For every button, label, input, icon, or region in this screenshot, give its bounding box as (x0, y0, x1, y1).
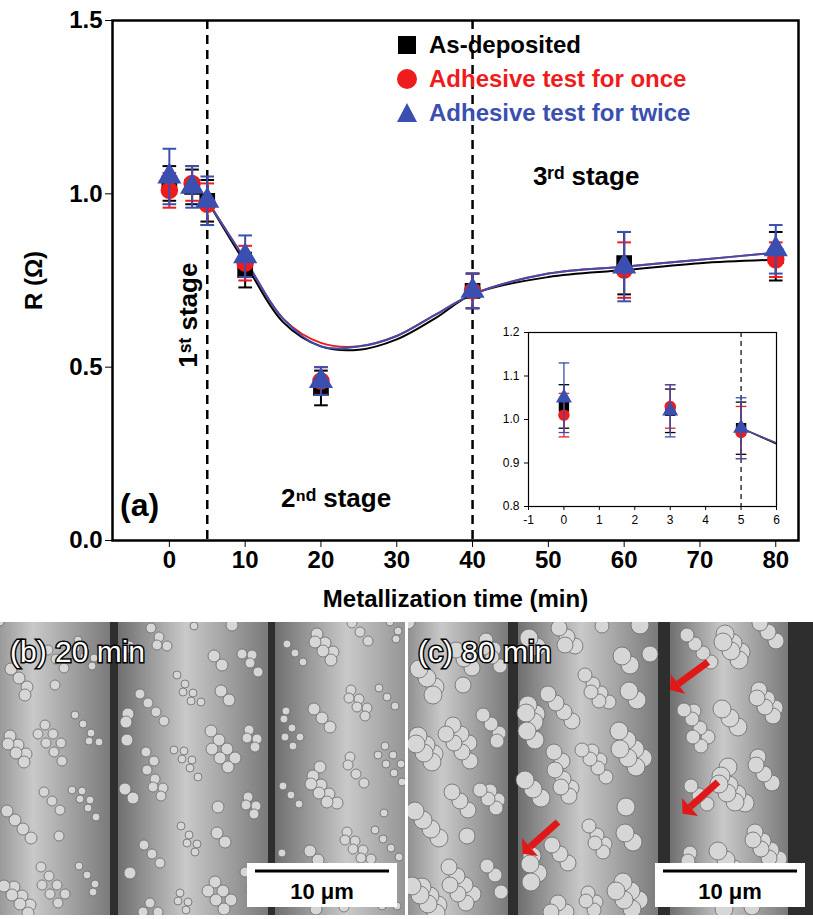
svg-text:0.5: 0.5 (69, 353, 102, 380)
svg-text:10 μm: 10 μm (698, 879, 762, 904)
svg-text:2ⁿᵈ stage: 2ⁿᵈ stage (281, 483, 391, 513)
svg-text:(a): (a) (120, 487, 159, 523)
svg-text:0.0: 0.0 (69, 526, 102, 553)
svg-text:6: 6 (773, 513, 780, 527)
svg-text:80: 80 (762, 546, 789, 573)
svg-text:2: 2 (631, 513, 638, 527)
svg-text:0: 0 (163, 546, 176, 573)
svg-text:1.5: 1.5 (69, 6, 102, 33)
svg-text:1: 1 (596, 513, 603, 527)
svg-text:3ʳᵈ stage: 3ʳᵈ stage (533, 161, 639, 191)
svg-text:(c) 80 min: (c) 80 min (418, 635, 551, 668)
svg-text:60: 60 (611, 546, 638, 573)
svg-text:1ˢᵗ stage: 1ˢᵗ stage (173, 263, 203, 368)
svg-text:0.9: 0.9 (503, 456, 520, 470)
svg-text:1.2: 1.2 (503, 325, 520, 339)
svg-text:30: 30 (383, 546, 410, 573)
svg-text:5: 5 (738, 513, 745, 527)
svg-text:0.8: 0.8 (503, 499, 520, 513)
svg-text:10 μm: 10 μm (290, 879, 354, 904)
html-text:As-deposited: As-deposited (429, 31, 581, 58)
svg-text:10: 10 (232, 546, 259, 573)
svg-text:1.1: 1.1 (503, 369, 520, 383)
svg-text:20: 20 (308, 546, 335, 573)
svg-text:1.0: 1.0 (69, 180, 102, 207)
svg-text:0: 0 (561, 513, 568, 527)
svg-text:Metallization time (min): Metallization time (min) (323, 585, 588, 612)
svg-text:R (Ω): R (Ω) (20, 251, 47, 310)
svg-text:70: 70 (687, 546, 714, 573)
svg-text:(b) 20 min: (b) 20 min (10, 635, 145, 668)
svg-text:1.0: 1.0 (503, 412, 520, 426)
html-text:Adhesive test for once: Adhesive test for once (429, 65, 687, 92)
svg-text:50: 50 (535, 546, 562, 573)
svg-text:4: 4 (702, 513, 709, 527)
svg-text:40: 40 (459, 546, 486, 573)
svg-text:-1: -1 (523, 513, 534, 527)
html-text:Adhesive test for twice: Adhesive test for twice (429, 99, 691, 126)
svg-text:3: 3 (667, 513, 674, 527)
